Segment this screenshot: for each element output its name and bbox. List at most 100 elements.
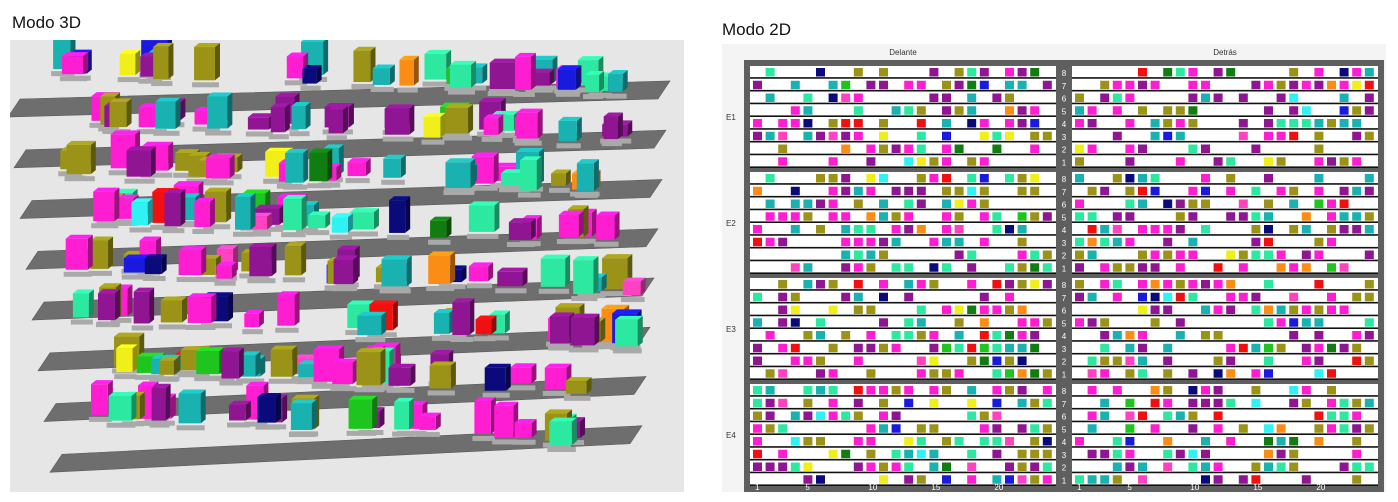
box-3d[interactable] [544,367,567,389]
box-3d[interactable] [348,399,373,429]
box-3d[interactable] [430,220,447,238]
slot-box[interactable] [765,237,775,247]
slot-box[interactable] [1042,369,1052,378]
box-3d[interactable] [144,258,162,275]
slot-box[interactable] [1112,225,1122,234]
slot-box[interactable] [753,411,762,421]
slot-box[interactable] [828,174,838,183]
box-3d[interactable] [116,198,134,219]
slot-box[interactable] [1100,343,1110,353]
slot-box[interactable] [765,369,775,378]
slot-box[interactable] [753,225,762,234]
slot-box[interactable] [853,292,863,302]
slot-box[interactable] [1301,356,1311,366]
slot-box[interactable] [954,331,964,340]
slot-box[interactable] [942,475,951,484]
slot-box[interactable] [954,199,964,209]
box-3d[interactable] [308,215,326,229]
slot-box[interactable] [942,106,951,115]
slot-box[interactable] [1075,280,1084,289]
slot-box[interactable] [1188,411,1198,421]
slot-box[interactable] [929,237,939,247]
slot-box[interactable] [1226,212,1236,221]
slot-box[interactable] [1075,212,1084,221]
slot-box[interactable] [790,292,800,302]
slot-box[interactable] [1112,237,1122,247]
box-3d[interactable] [290,403,312,430]
slot-box[interactable] [979,343,989,353]
slot-box[interactable] [866,462,876,472]
slot-box[interactable] [967,449,977,459]
slot-box[interactable] [1087,318,1097,327]
slot-box[interactable] [1188,369,1198,378]
slot-box[interactable] [1125,144,1135,154]
box-3d[interactable] [350,212,374,230]
slot-box[interactable] [1005,93,1014,103]
box-3d[interactable] [331,217,348,233]
slot-box[interactable] [1213,369,1223,378]
slot-box[interactable] [1163,237,1173,247]
slot-box[interactable] [1251,343,1261,353]
slot-box[interactable] [1150,386,1160,395]
slot-box[interactable] [916,186,926,196]
slot-box[interactable] [992,93,1002,103]
slot-box[interactable] [1339,263,1349,272]
slot-box[interactable] [1175,119,1185,128]
slot-box[interactable] [967,250,977,260]
slot-box[interactable] [1352,212,1362,221]
slot-box[interactable] [904,292,914,302]
slot-box[interactable] [1238,131,1248,141]
slot-box[interactable] [979,174,989,183]
slot-box[interactable] [866,369,876,378]
slot-box[interactable] [853,386,863,395]
slot-box[interactable] [1352,424,1362,433]
slot-box[interactable] [1100,449,1110,459]
slot-box[interactable] [1301,250,1311,260]
slot-box[interactable] [1100,263,1110,272]
slot-box[interactable] [1301,225,1311,234]
slot-box[interactable] [1301,263,1311,272]
slot-box[interactable] [853,225,863,234]
slot-box[interactable] [942,131,951,141]
slot-box[interactable] [1226,356,1236,366]
box-3d[interactable] [194,47,215,81]
slot-box[interactable] [803,93,813,103]
slot-box[interactable] [1188,292,1198,302]
slot-box[interactable] [1264,424,1273,433]
slot-box[interactable] [916,356,926,366]
slot-box[interactable] [828,157,838,166]
slot-box[interactable] [1188,237,1198,247]
slot-box[interactable] [866,144,876,154]
slot-box[interactable] [1201,475,1210,484]
slot-box[interactable] [1005,437,1014,446]
box-3d[interactable] [133,291,150,324]
box-3d[interactable] [249,247,272,277]
warehouse-2d-grid[interactable]: Delante DetrásE187654321E287654321E387654… [722,44,1386,492]
slot-box[interactable] [1226,280,1236,289]
slot-box[interactable] [1289,305,1299,315]
slot-box[interactable] [916,331,926,340]
box-3d[interactable] [221,351,239,379]
slot-box[interactable] [1364,80,1374,90]
slot-box[interactable] [1213,386,1223,395]
slot-box[interactable] [1125,263,1135,272]
box-3d[interactable] [452,302,470,336]
slot-box[interactable] [1005,68,1014,77]
slot-box[interactable] [778,237,788,247]
slot-box[interactable] [1005,462,1014,472]
slot-box[interactable] [1339,424,1349,433]
slot-box[interactable] [1075,237,1084,247]
slot-box[interactable] [841,93,851,103]
slot-box[interactable] [765,131,775,141]
slot-box[interactable] [1163,369,1173,378]
slot-box[interactable] [1017,186,1027,196]
slot-box[interactable] [1201,331,1210,340]
slot-box[interactable] [1005,225,1014,234]
slot-box[interactable] [942,263,951,272]
slot-box[interactable] [765,331,775,340]
slot-box[interactable] [1017,318,1027,327]
slot-box[interactable] [891,424,901,433]
slot-box[interactable] [1125,369,1135,378]
slot-box[interactable] [1301,212,1311,221]
slot-box[interactable] [929,356,939,366]
